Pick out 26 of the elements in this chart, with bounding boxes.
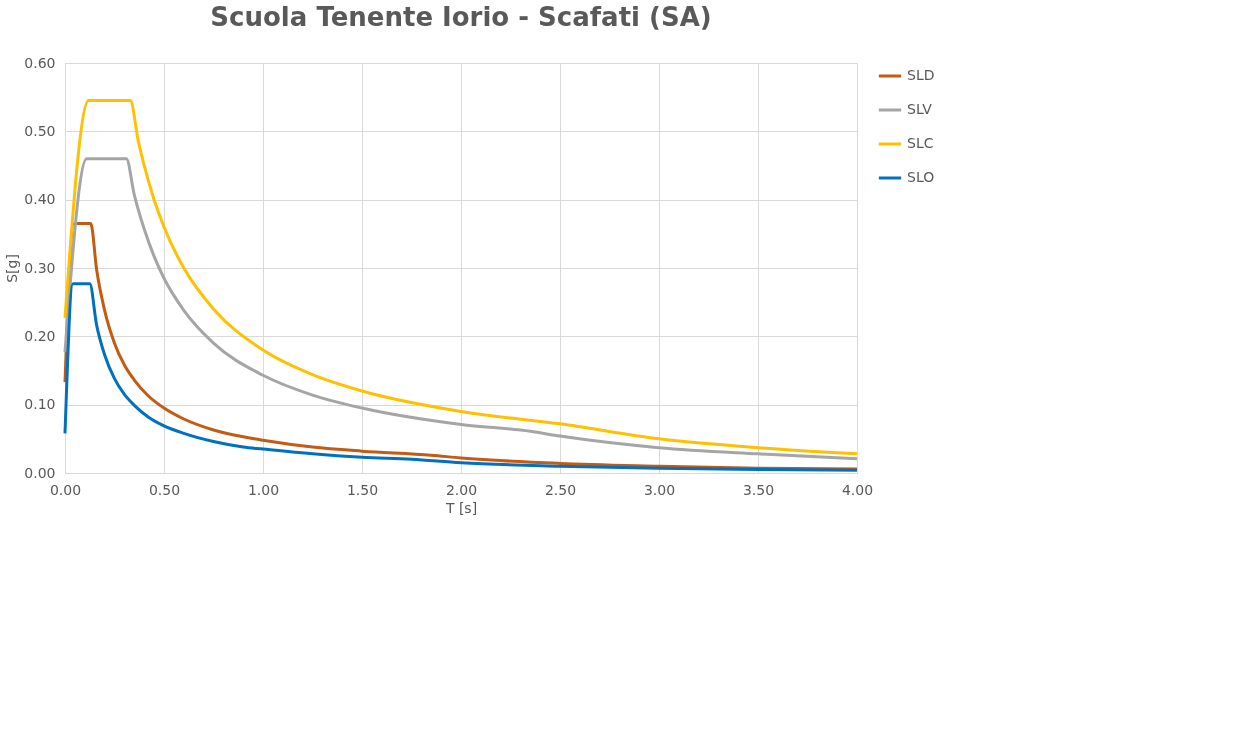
y-tick-label: 0.10 bbox=[24, 396, 56, 413]
chart-title: Scuola Tenente Iorio - Scafati (SA) bbox=[210, 2, 712, 32]
x-tick-label: 0.50 bbox=[148, 481, 181, 498]
x-axis-title: T [s] bbox=[444, 499, 478, 516]
y-tick-label: 0.60 bbox=[24, 54, 56, 71]
y-tick-label: 0.40 bbox=[24, 191, 56, 208]
x-tick-label: 3.00 bbox=[643, 481, 676, 498]
line-series bbox=[63, 99, 859, 456]
legend-label: SLV bbox=[907, 101, 933, 117]
x-tick-label: 0.00 bbox=[49, 481, 82, 498]
legend-label: SLC bbox=[907, 135, 934, 151]
x-tick-label: 1.50 bbox=[346, 481, 379, 498]
y-axis-title: S[g] bbox=[4, 254, 21, 283]
line-series bbox=[63, 282, 859, 472]
legend-label: SLD bbox=[907, 67, 935, 83]
y-tick-label: 0.20 bbox=[24, 327, 56, 344]
y-tick-label: 0.50 bbox=[24, 122, 56, 139]
y-tick-label: 0.00 bbox=[24, 464, 56, 481]
legend-label: SLO bbox=[907, 169, 935, 185]
line-series bbox=[63, 157, 859, 461]
x-tick-label: 2.00 bbox=[445, 481, 478, 498]
x-tick-label: 4.00 bbox=[841, 481, 874, 498]
y-tick-label: 0.30 bbox=[24, 259, 56, 276]
x-tick-label: 1.00 bbox=[247, 481, 280, 498]
x-tick-label: 2.50 bbox=[544, 481, 577, 498]
x-tick-label: 3.50 bbox=[742, 481, 775, 498]
